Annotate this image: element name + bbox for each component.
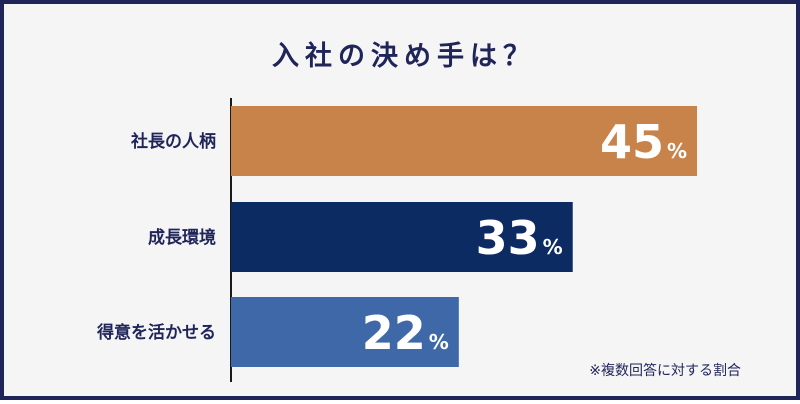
- bar-chart: 社長の人柄 45 % 成長環境 33 % 得意を活かせる 22%: [96, 98, 697, 382]
- value-label-1: 45%: [600, 115, 687, 169]
- category-label-3: 得意を活かせる: [96, 322, 216, 343]
- chart-title: 入社の決め手は？: [272, 41, 536, 72]
- category-label-2: 成長環境: [148, 227, 216, 248]
- category-label-1: 社長の人柄: [130, 131, 216, 152]
- bar-3: [231, 297, 459, 367]
- footnote: ※複数回答に対する割合: [589, 363, 741, 379]
- bar-1: [231, 106, 697, 176]
- value-label-3: 22%: [362, 306, 449, 360]
- bar-2: [231, 202, 573, 272]
- value-label-2: 33%: [476, 211, 563, 265]
